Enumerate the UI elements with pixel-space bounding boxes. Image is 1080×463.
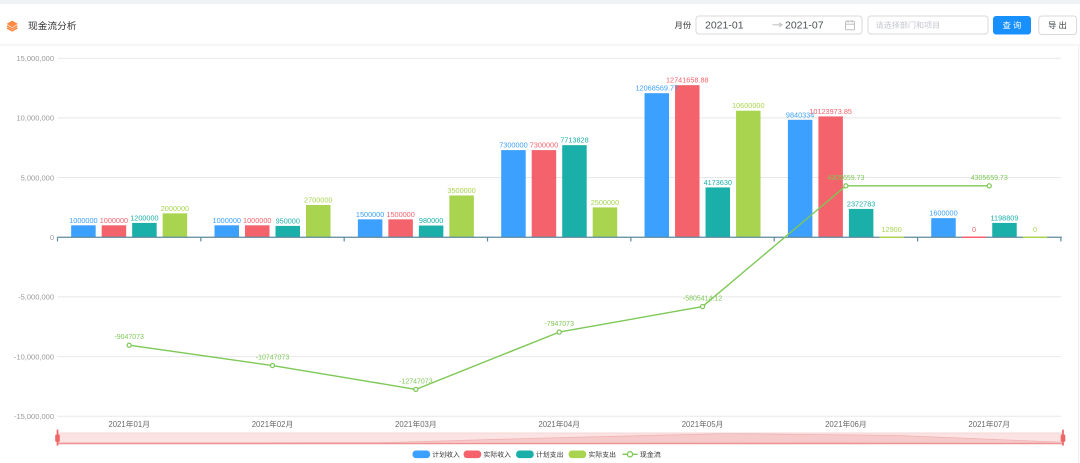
- svg-text:980000: 980000: [419, 216, 443, 225]
- svg-text:03: 03: [420, 420, 429, 429]
- svg-text:5,000,000: 5,000,000: [21, 173, 54, 182]
- svg-text:950000: 950000: [276, 216, 300, 225]
- svg-text:0: 0: [972, 225, 976, 234]
- svg-text:2021: 2021: [108, 420, 125, 429]
- svg-text:2021-01: 2021-01: [705, 19, 744, 31]
- svg-text:1000000: 1000000: [100, 216, 128, 225]
- svg-text:1198809: 1198809: [991, 213, 1019, 222]
- svg-text:-9047073: -9047073: [114, 334, 144, 341]
- svg-text:-15,000,000: -15,000,000: [14, 412, 54, 421]
- svg-text:2021: 2021: [252, 420, 269, 429]
- svg-text:06: 06: [850, 420, 859, 429]
- svg-text:9840334: 9840334: [786, 110, 814, 119]
- svg-text:7713828: 7713828: [560, 136, 588, 145]
- svg-text:2021: 2021: [538, 420, 555, 429]
- svg-text:1000000: 1000000: [69, 216, 97, 225]
- svg-text:-5805414.12: -5805414.12: [683, 296, 722, 303]
- svg-text:2021: 2021: [395, 420, 412, 429]
- svg-text:1500000: 1500000: [356, 210, 384, 219]
- svg-text:12900: 12900: [881, 225, 901, 234]
- svg-text:1600000: 1600000: [929, 209, 957, 218]
- svg-text:-10,000,000: -10,000,000: [14, 352, 54, 361]
- svg-text:-7947073: -7947073: [544, 321, 574, 328]
- svg-text:7300000: 7300000: [499, 141, 527, 150]
- svg-text:04: 04: [564, 420, 573, 429]
- svg-text:10123973.85: 10123973.85: [809, 107, 852, 116]
- svg-text:4173630: 4173630: [704, 178, 732, 187]
- svg-text:3500000: 3500000: [447, 186, 475, 195]
- svg-text:02: 02: [277, 420, 286, 429]
- svg-text:2000000: 2000000: [161, 204, 189, 213]
- svg-text:2021: 2021: [825, 420, 842, 429]
- svg-text:12741658.88: 12741658.88: [666, 76, 709, 85]
- svg-text:0: 0: [50, 233, 54, 242]
- svg-text:4305659.73: 4305659.73: [827, 175, 864, 182]
- svg-text:10,000,000: 10,000,000: [16, 114, 54, 123]
- svg-text:2700000: 2700000: [304, 196, 332, 205]
- svg-text:2372783: 2372783: [847, 199, 875, 208]
- svg-text:4305659.73: 4305659.73: [971, 175, 1008, 182]
- svg-text:15,000,000: 15,000,000: [16, 54, 54, 63]
- svg-text:1000000: 1000000: [243, 216, 271, 225]
- svg-text:07: 07: [994, 420, 1003, 429]
- svg-text:2500000: 2500000: [591, 198, 619, 207]
- svg-text:2021: 2021: [682, 420, 699, 429]
- svg-text:01: 01: [134, 420, 143, 429]
- svg-text:1500000: 1500000: [386, 210, 414, 219]
- svg-text:-10747073: -10747073: [256, 355, 290, 362]
- svg-text:-5,000,000: -5,000,000: [18, 293, 54, 302]
- svg-text:1200000: 1200000: [130, 213, 158, 222]
- svg-text:2021-07: 2021-07: [785, 19, 824, 31]
- svg-text:1000000: 1000000: [213, 216, 241, 225]
- svg-text:05: 05: [707, 420, 716, 429]
- svg-text:7300000: 7300000: [530, 141, 558, 150]
- svg-text:-12747073: -12747073: [399, 378, 433, 385]
- svg-text:12068569.77: 12068569.77: [635, 84, 678, 93]
- svg-text:2021: 2021: [968, 420, 985, 429]
- svg-text:0: 0: [1033, 225, 1037, 234]
- svg-text:10600000: 10600000: [732, 101, 764, 110]
